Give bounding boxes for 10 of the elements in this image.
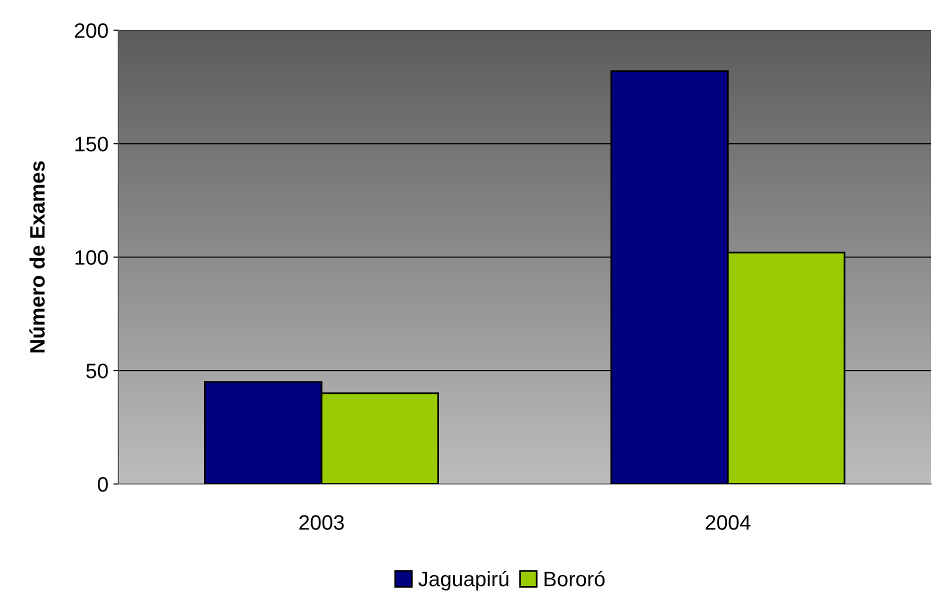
y-tick-label: 50 bbox=[86, 364, 108, 378]
y-tick-label: 100 bbox=[75, 250, 108, 265]
y-tick-label: 200 bbox=[74, 23, 108, 38]
x-tick-label: 2004 bbox=[706, 515, 750, 530]
y-tick-label: 0 bbox=[98, 477, 108, 492]
x-tick-label: 2003 bbox=[299, 515, 344, 530]
legend-label: Bororó bbox=[544, 570, 605, 586]
y-axis-title: Número de Exames bbox=[29, 161, 45, 352]
legend-label: Jaguapirú bbox=[418, 570, 508, 590]
y-tick-label: 150 bbox=[75, 136, 108, 152]
